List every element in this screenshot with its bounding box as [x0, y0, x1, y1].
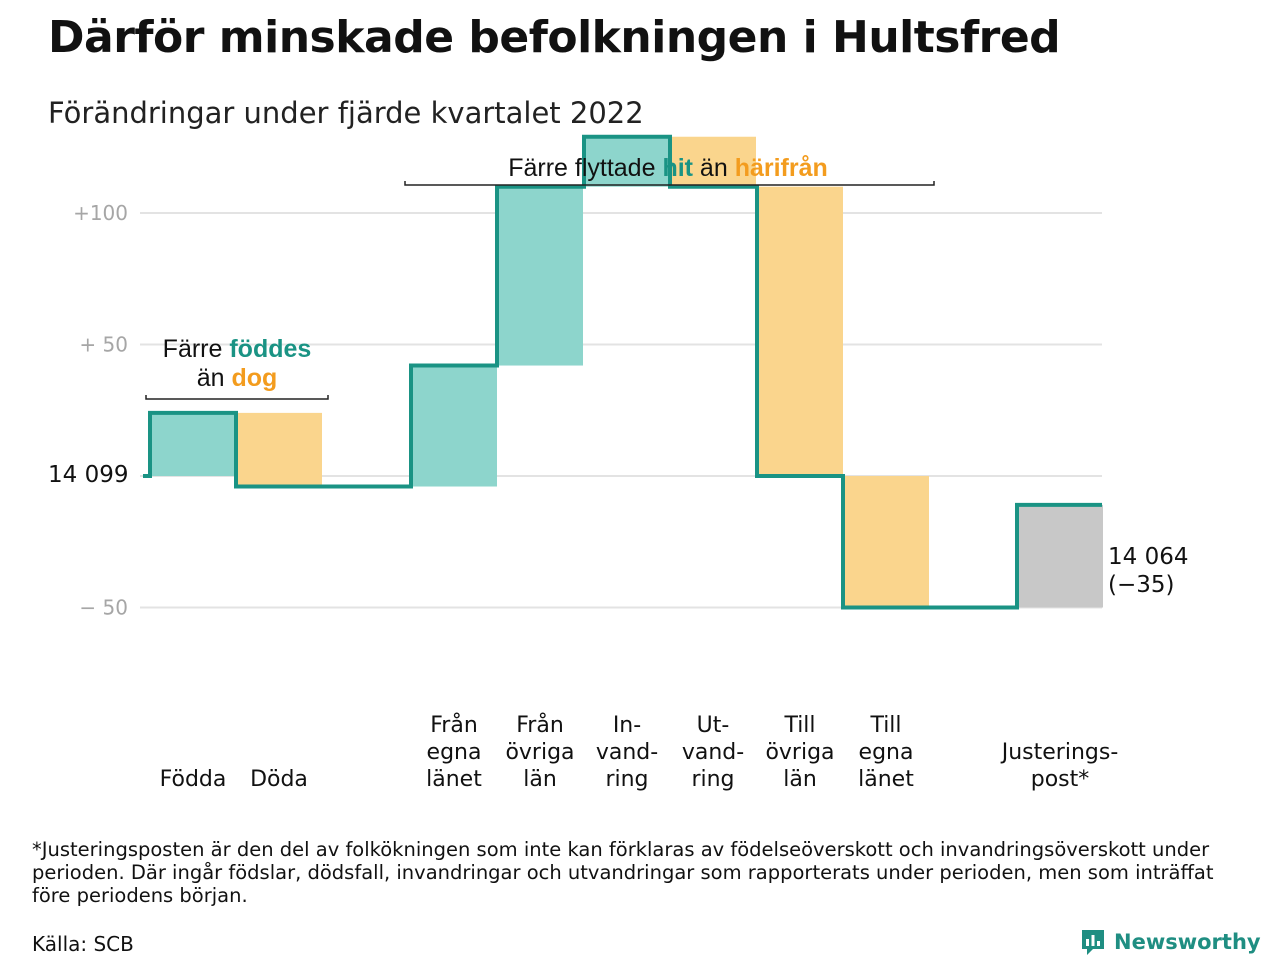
annotation-segment: än [693, 154, 735, 182]
annotation-segment: dog [231, 364, 277, 392]
newsworthy-logo-icon [1082, 930, 1104, 955]
y-tick-label: +100 [73, 201, 128, 225]
x-category-label: Från övriga län [505, 712, 574, 792]
x-category-label-line: egna [859, 740, 914, 765]
page-subtitle: Förändringar under fjärde kvartalet 2022 [48, 96, 644, 130]
line-layer [143, 134, 1102, 610]
x-category-label-line: Från [516, 712, 564, 738]
bar [757, 186, 843, 476]
x-category-label-line: Till [783, 713, 815, 738]
annotation-segment: Färre flyttade [508, 154, 662, 182]
brand-logo[interactable]: Newsworthy [1080, 928, 1261, 956]
grid-layer: +100 + 50 − 50 [73, 201, 1102, 620]
x-category-label-line: egna [427, 740, 482, 765]
x-category-label-line: Ut- [697, 713, 730, 738]
x-category-label-line: In- [613, 713, 641, 738]
y-tick-label: + 50 [79, 333, 128, 357]
annotation-segment: än [197, 364, 232, 392]
page-title: Därför minskade befolkningen i Hultsfred [48, 12, 1061, 63]
x-category-label: Till egna länet [858, 713, 914, 792]
x-category-label-line: länet [426, 767, 482, 792]
x-category-label-line: län [783, 767, 817, 792]
bar [843, 476, 929, 608]
bar [497, 186, 583, 366]
x-category-label-line: Till [869, 713, 901, 738]
bar [150, 412, 236, 476]
x-category-label: Ut-vand-ring [682, 713, 744, 792]
x-category-label-line: Döda [250, 767, 308, 792]
x-category-label-line: övriga [505, 740, 574, 765]
annotation-segment: härifrån [735, 154, 828, 182]
x-category-label-line: Justerings- [1000, 740, 1119, 765]
x-category-label: Födda [160, 767, 227, 792]
x-category-label: Justerings-post* [1000, 740, 1119, 792]
source-label: Källa: SCB [32, 932, 134, 956]
bar [670, 136, 756, 187]
end-change-label: (−35) [1108, 572, 1174, 598]
bar [584, 136, 670, 187]
annotation-text: än dog [197, 364, 278, 392]
start-value-label: 14 099 [48, 462, 128, 488]
annotation-text: Färre flyttade hit än härifrån [508, 154, 828, 182]
bar-layer [150, 136, 1103, 608]
x-category-label-line: länet [858, 767, 914, 792]
x-category-label-line: Från [430, 712, 478, 738]
x-category-label-line: vand- [596, 740, 658, 765]
x-category-label-line: övriga [765, 740, 834, 765]
x-category-label: Döda [250, 767, 308, 792]
annotation-segment: hit [662, 154, 693, 182]
annotation-segment: föddes [229, 335, 311, 363]
brand-name: Newsworthy [1114, 930, 1261, 954]
end-value-label: 14 064 [1108, 544, 1188, 570]
bar [236, 412, 322, 487]
bar [411, 365, 497, 487]
annotation-bracket [404, 181, 935, 186]
annotation-segment: Färre [163, 335, 230, 363]
x-category-label-line: ring [691, 767, 734, 792]
x-category-label: In-vand-ring [596, 713, 658, 792]
annotation-bracket [145, 395, 329, 400]
x-category-label: Till övriga län [765, 713, 834, 792]
y-tick-label: − 50 [79, 596, 128, 620]
x-category-label-line: ring [605, 767, 648, 792]
bar [1017, 504, 1103, 608]
annotation-text: Färre föddes [163, 335, 312, 363]
footnote: *Justeringsposten är den del av folkökni… [32, 838, 1214, 907]
cumulative-step-line [143, 134, 1102, 610]
x-category-label: Från egna länet [426, 712, 482, 792]
x-category-label-line: län [523, 767, 557, 792]
x-category-label-line: post* [1031, 767, 1090, 792]
x-category-label-line: Födda [160, 767, 227, 792]
x-category-label-line: vand- [682, 740, 744, 765]
